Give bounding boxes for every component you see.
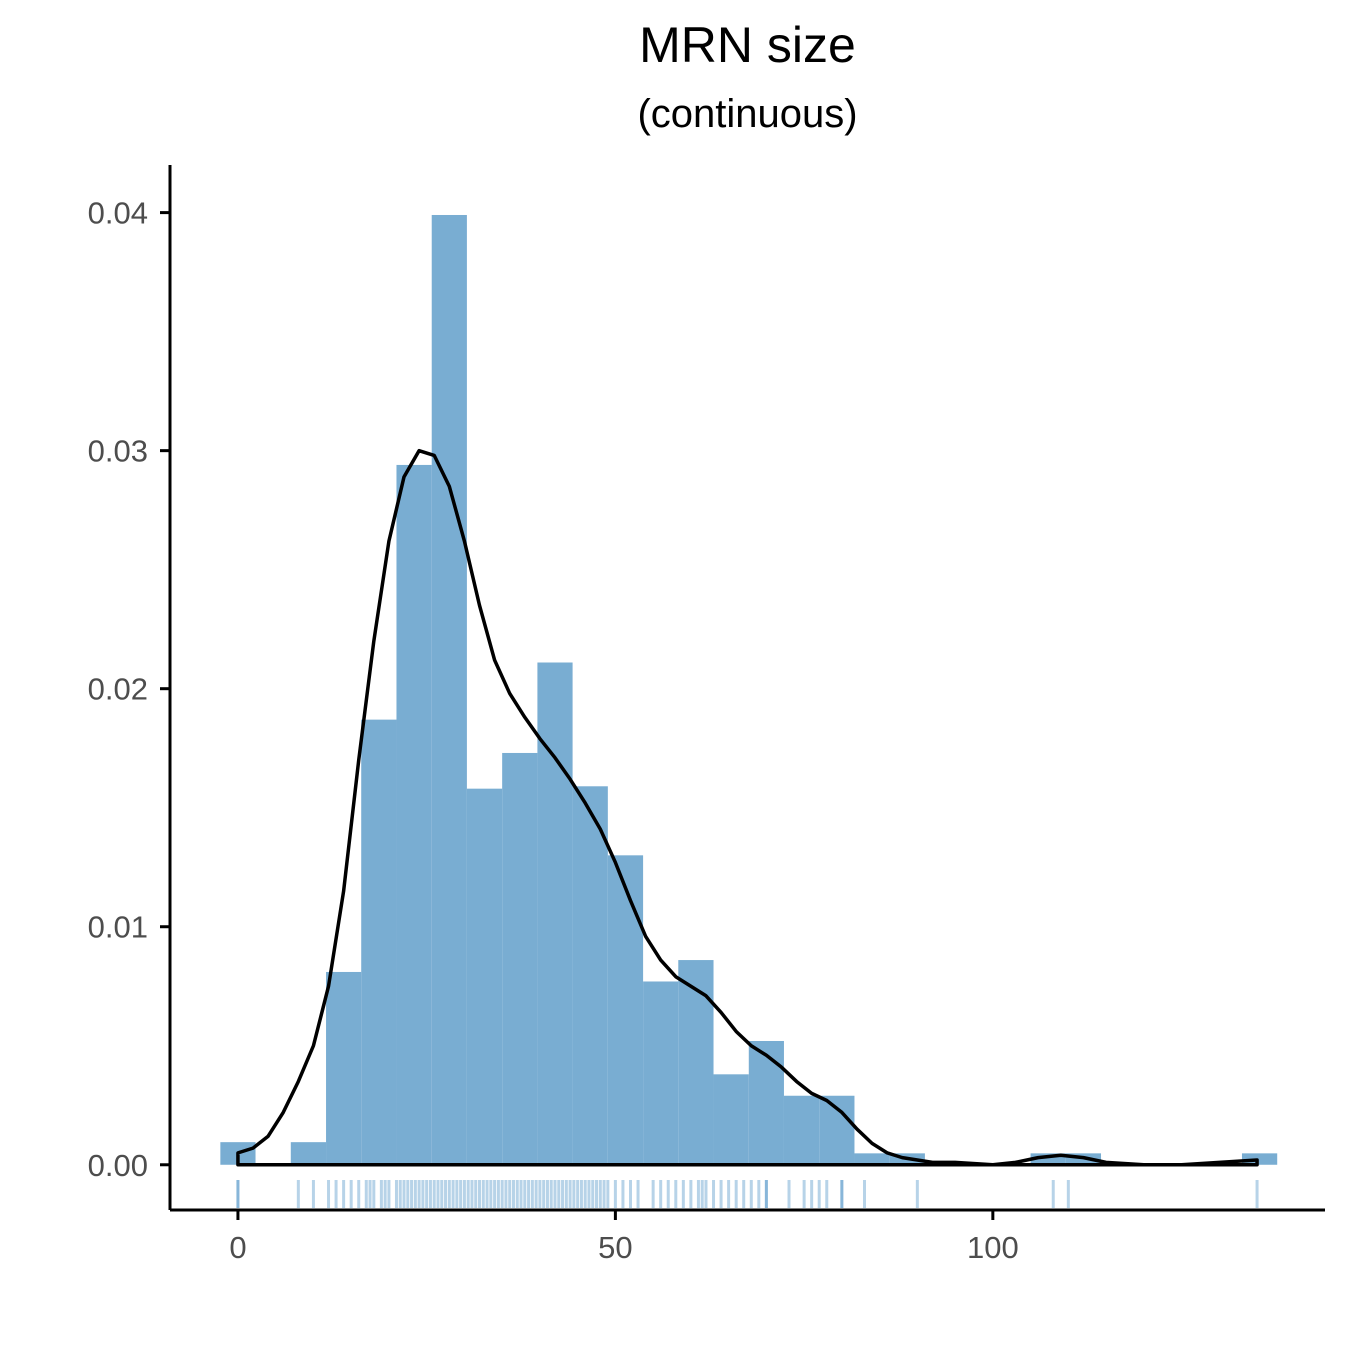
histogram-bar (854, 1153, 890, 1165)
histogram-bar (643, 981, 679, 1165)
histogram-bar (783, 1095, 820, 1165)
y-tick-label: 0.01 (88, 910, 148, 945)
histogram-bar (713, 1074, 749, 1165)
density-curve-group (236, 448, 1259, 1167)
histogram-bar (466, 788, 503, 1165)
histogram-bar (748, 1040, 784, 1165)
density-curve (236, 448, 1259, 1167)
histogram-bar (819, 1095, 855, 1165)
histogram-bar (361, 719, 397, 1165)
axes: 0.00 0.01 0.02 0.03 0.04 0 50 100 (88, 165, 1325, 1265)
histogram-bar (572, 786, 608, 1165)
histogram-bar (326, 971, 362, 1165)
histogram-bar (502, 752, 538, 1165)
x-tick-label: 100 (967, 1230, 1019, 1265)
histogram-bar (678, 960, 714, 1165)
histogram-bar (431, 214, 467, 1165)
y-tick-label: 0.00 (88, 1148, 148, 1183)
y-tick-label: 0.02 (88, 672, 148, 707)
chart-subtitle: (continuous) (637, 92, 858, 136)
histogram-bars (220, 214, 1278, 1165)
histogram-bar (607, 855, 644, 1165)
histogram-bar (1030, 1153, 1066, 1165)
histogram-bar (1241, 1153, 1278, 1165)
rug-marks (236, 1180, 1259, 1208)
histogram-bar (290, 1142, 327, 1165)
histogram-bar (537, 662, 573, 1165)
x-tick-label: 0 (229, 1230, 246, 1265)
x-tick-label: 50 (598, 1230, 632, 1265)
y-tick-label: 0.03 (88, 434, 148, 469)
histogram-bar (396, 464, 432, 1165)
y-tick-label: 0.04 (88, 196, 148, 231)
chart-title: MRN size (639, 17, 856, 73)
